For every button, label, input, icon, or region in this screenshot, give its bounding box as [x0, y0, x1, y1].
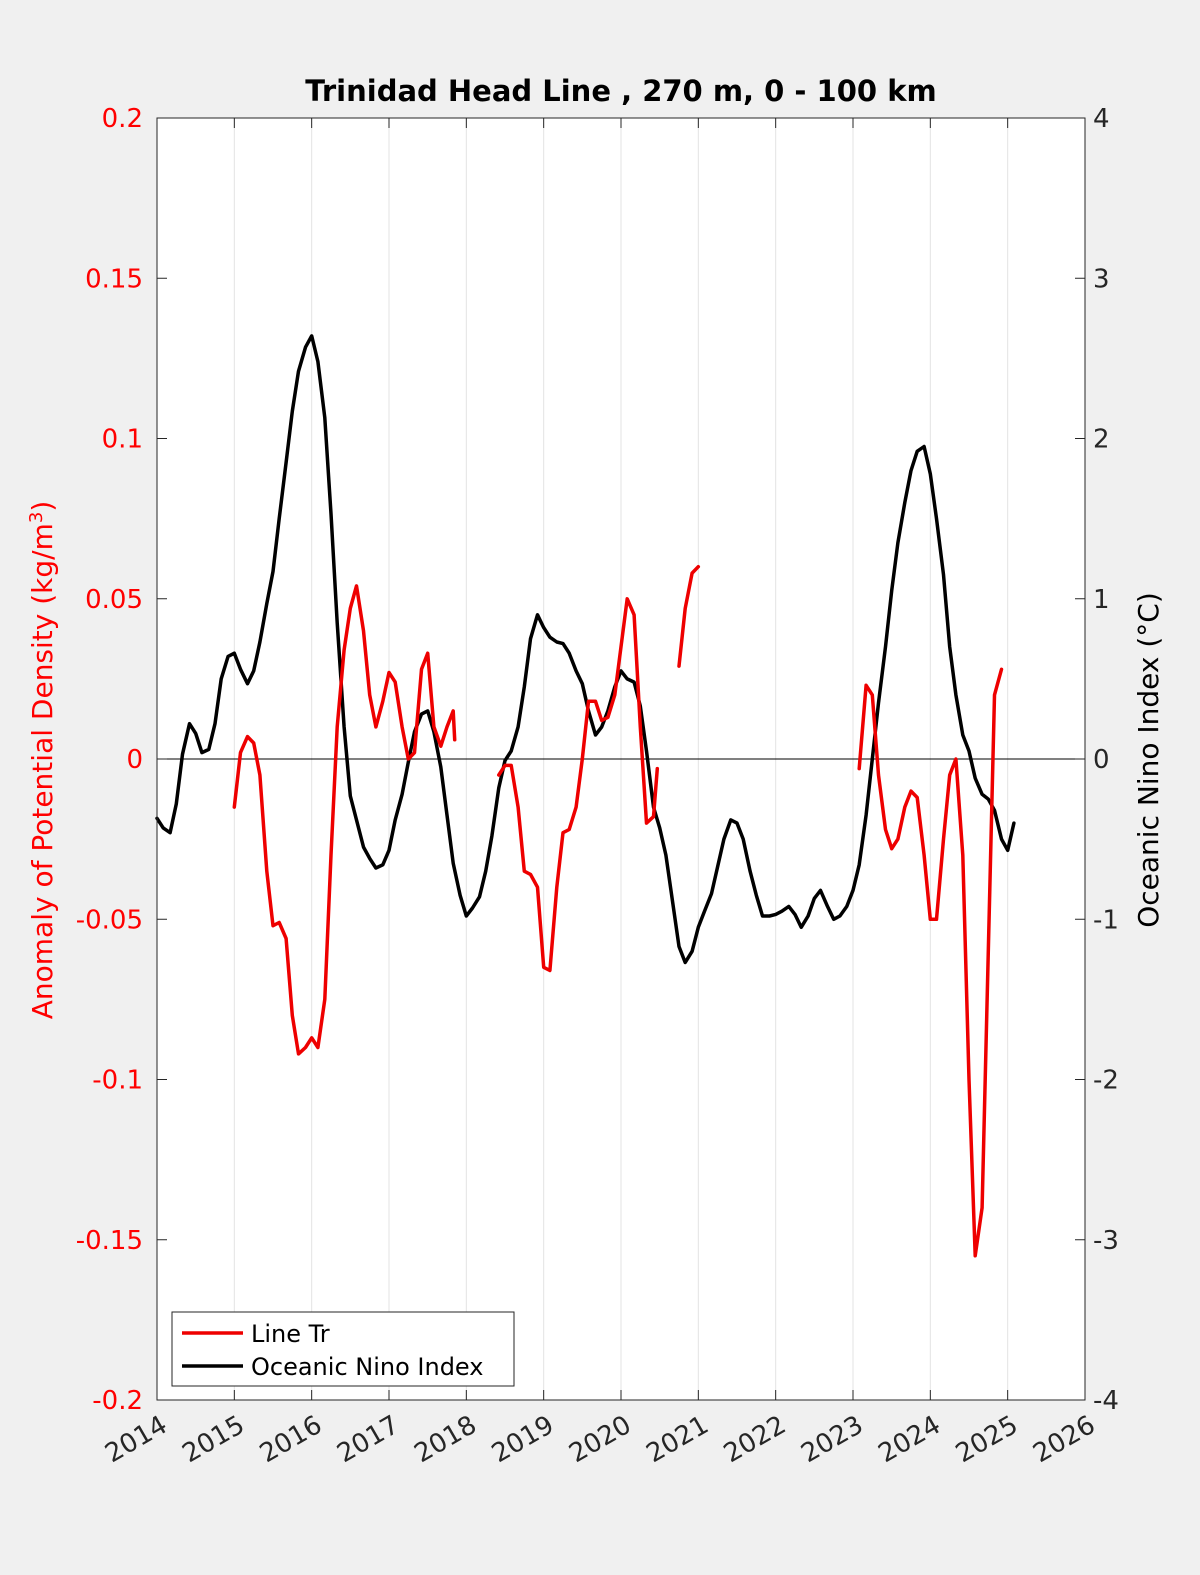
y-left-tick-labels: -0.2 -0.15 -0.1 -0.05 0 0.05 0.1 0.15 0.2: [76, 104, 143, 1416]
y-left-axis-label: Anomaly of Potential Density (kg/m3): [26, 501, 60, 1020]
y-right-tick-label: -1: [1093, 905, 1119, 935]
axis-ticks: [156, 117, 1086, 1401]
y-left-tick-label: 0.2: [102, 104, 143, 134]
line-tr-series-segment-0: [232, 584, 457, 1056]
y-right-tick-label: 4: [1093, 104, 1110, 134]
series-layer: [155, 334, 1016, 1258]
oni-series-segment-0: [155, 334, 1016, 965]
y-right-tick-label: 1: [1093, 585, 1110, 615]
y-left-axis-label-close: ): [26, 501, 59, 512]
y-right-tick-label: 3: [1093, 264, 1110, 294]
y-right-tick-label: -4: [1093, 1386, 1119, 1416]
y-left-tick-label: -0.05: [76, 905, 143, 935]
y-left-axis-label-sup: 3: [26, 512, 47, 523]
line-tr-series-segment-1: [497, 597, 660, 973]
y-left-tick-label: 0.05: [85, 585, 143, 615]
legend-label-oni: Oceanic Nino Index: [251, 1353, 483, 1381]
y-left-axis-label-main: Anomaly of Potential Density (kg/m: [26, 523, 59, 1019]
y-left-tick-label: -0.2: [92, 1386, 143, 1416]
line-tr-series-segment-2: [677, 564, 701, 668]
chart-title: Trinidad Head Line , 270 m, 0 - 100 km: [305, 74, 936, 108]
y-right-tick-label: 2: [1093, 425, 1110, 455]
legend: Line Tr Oceanic Nino Index: [171, 1311, 515, 1387]
legend-box: [171, 1311, 515, 1387]
y-left-tick-label: 0.15: [85, 264, 143, 294]
y-right-tick-labels: -4 -3 -2 -1 0 1 2 3 4: [1093, 104, 1119, 1416]
y-left-tick-label: -0.15: [76, 1226, 143, 1256]
y-left-tick-label: 0.1: [102, 425, 143, 455]
y-right-tick-label: 0: [1093, 745, 1110, 775]
y-right-tick-label: -2: [1093, 1066, 1119, 1096]
y-right-tick-label: -3: [1093, 1226, 1119, 1256]
y-right-axis-label: Oceanic Nino Index (°C): [1132, 592, 1165, 928]
line-tr-series-segment-3: [857, 667, 1004, 1258]
y-left-tick-label: -0.1: [92, 1066, 143, 1096]
y-left-tick-label: 0: [126, 745, 143, 775]
legend-label-line-tr: Line Tr: [251, 1320, 330, 1348]
